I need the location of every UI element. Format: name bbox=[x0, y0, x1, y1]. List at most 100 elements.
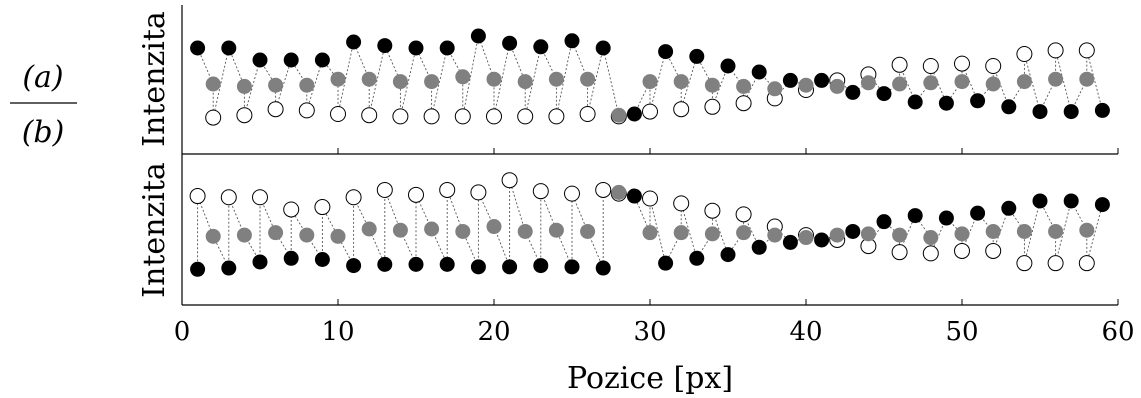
point-gray-filled-p1-14 bbox=[642, 225, 658, 241]
point-gray-filled-p1-10 bbox=[517, 223, 533, 239]
point-black-filled-p1-20 bbox=[814, 232, 830, 248]
point-white-open-p1-17 bbox=[704, 202, 721, 219]
point-black-filled-p1-22 bbox=[876, 214, 892, 230]
point-white-open-p1-7 bbox=[408, 186, 424, 203]
point-white-open-p1-26 bbox=[985, 242, 1002, 259]
point-black-filled-p1-8 bbox=[439, 256, 455, 272]
point-black-filled-p0-15 bbox=[658, 44, 674, 60]
point-gray-filled-p1-2 bbox=[268, 225, 284, 241]
point-white-open-p1-18 bbox=[735, 206, 752, 223]
point-white-open-p1-15 bbox=[642, 190, 658, 207]
point-black-filled-p1-2 bbox=[252, 254, 268, 270]
point-black-filled-p0-11 bbox=[533, 39, 549, 55]
point-gray-filled-p1-28 bbox=[1079, 222, 1095, 238]
point-white-open-p1-16 bbox=[673, 195, 690, 212]
point-white-open-p1-3 bbox=[283, 201, 300, 218]
point-gray-filled-p0-4 bbox=[330, 71, 346, 87]
x-tick-label-0: 0 bbox=[174, 317, 191, 347]
point-white-open-p0-10 bbox=[517, 108, 534, 125]
point-gray-filled-p0-12 bbox=[580, 71, 596, 87]
y-axis-label-bottom: Intenzita bbox=[137, 162, 172, 298]
point-black-filled-p1-27 bbox=[1032, 193, 1048, 209]
point-white-open-p1-25 bbox=[954, 242, 970, 259]
point-white-open-p0-28 bbox=[1078, 42, 1095, 59]
point-white-open-p0-15 bbox=[673, 101, 690, 118]
x-tick-label-40: 40 bbox=[789, 317, 822, 347]
point-white-open-p0-7 bbox=[423, 108, 440, 125]
point-gray-filled-p1-21 bbox=[860, 226, 876, 242]
point-gray-filled-p1-20 bbox=[829, 227, 845, 243]
point-black-filled-p1-18 bbox=[751, 239, 767, 255]
point-gray-filled-p0-18 bbox=[767, 81, 783, 97]
point-gray-filled-p0-7 bbox=[424, 74, 440, 90]
point-gray-filled-p1-6 bbox=[392, 222, 408, 238]
point-black-filled-p1-3 bbox=[283, 250, 299, 266]
point-black-filled-p1-1 bbox=[221, 260, 237, 276]
point-gray-filled-p0-6 bbox=[392, 74, 408, 90]
point-white-open-p0-24 bbox=[954, 55, 970, 72]
point-white-open-p0-1 bbox=[236, 107, 253, 124]
point-white-open-p0-26 bbox=[1016, 46, 1033, 62]
point-black-filled-p0-16 bbox=[689, 48, 705, 64]
point-black-filled-p0-8 bbox=[439, 40, 455, 56]
point-gray-filled-p0-24 bbox=[954, 74, 970, 90]
point-black-filled-p0-7 bbox=[408, 40, 424, 56]
point-black-filled-p0-28 bbox=[1063, 104, 1079, 120]
x-tick-label-50: 50 bbox=[945, 317, 978, 347]
point-black-filled-p0-24 bbox=[938, 95, 954, 111]
point-gray-filled-p1-7 bbox=[424, 221, 440, 237]
point-gray-filled-p1-25 bbox=[985, 223, 1001, 239]
point-gray-filled-p1-0 bbox=[205, 228, 221, 244]
point-gray-filled-p0-16 bbox=[704, 77, 720, 93]
point-black-filled-p1-29 bbox=[1094, 197, 1110, 213]
point-white-open-p0-17 bbox=[735, 95, 752, 112]
point-black-filled-p1-21 bbox=[845, 223, 861, 239]
point-gray-filled-p0-23 bbox=[923, 75, 939, 91]
point-gray-filled-p1-15 bbox=[673, 225, 689, 241]
point-black-filled-p0-14 bbox=[626, 106, 642, 122]
point-white-open-p1-2 bbox=[252, 189, 268, 206]
point-white-open-p1-0 bbox=[189, 188, 206, 205]
point-white-open-p0-22 bbox=[891, 56, 908, 73]
point-black-filled-p0-5 bbox=[346, 34, 362, 50]
point-white-open-p1-10 bbox=[501, 172, 518, 189]
point-black-filled-p1-28 bbox=[1063, 193, 1079, 209]
point-black-filled-p1-13 bbox=[595, 260, 611, 276]
point-gray-filled-p0-17 bbox=[736, 78, 752, 94]
point-gray-filled-p0-15 bbox=[673, 74, 689, 90]
point-gray-filled-p0-5 bbox=[361, 71, 377, 87]
point-white-open-p1-1 bbox=[220, 189, 237, 206]
point-gray-filled-p1-11 bbox=[548, 222, 564, 238]
y-axis-label-top: Intenzita bbox=[137, 11, 172, 147]
point-gray-filled-p0-10 bbox=[517, 74, 533, 90]
point-gray-filled-p1-18 bbox=[767, 227, 783, 243]
point-white-open-p0-9 bbox=[486, 108, 502, 125]
point-white-open-p0-2 bbox=[267, 101, 284, 118]
point-gray-filled-p1-26 bbox=[1016, 223, 1032, 239]
point-black-filled-p1-15 bbox=[658, 255, 674, 271]
point-black-filled-p1-0 bbox=[190, 261, 206, 277]
point-white-open-p1-27 bbox=[1016, 255, 1033, 272]
point-gray-filled-p0-25 bbox=[985, 76, 1001, 92]
point-black-filled-p0-26 bbox=[1001, 99, 1017, 115]
point-gray-filled-p0-1 bbox=[236, 78, 252, 94]
point-gray-filled-p0-19 bbox=[798, 77, 814, 93]
point-gray-filled-p1-13 bbox=[611, 184, 627, 200]
point-white-open-p0-25 bbox=[985, 58, 1002, 74]
x-tick-label-30: 30 bbox=[633, 317, 666, 347]
point-black-filled-p0-17 bbox=[720, 58, 736, 74]
point-black-filled-p0-0 bbox=[190, 40, 206, 56]
point-gray-filled-p0-8 bbox=[455, 69, 471, 85]
point-black-filled-p1-24 bbox=[938, 210, 954, 226]
point-black-filled-p1-19 bbox=[782, 234, 798, 250]
point-gray-filled-p1-17 bbox=[736, 225, 752, 241]
plot-panel-a bbox=[190, 28, 1110, 126]
point-black-filled-p0-20 bbox=[814, 72, 830, 88]
point-white-open-p1-8 bbox=[439, 181, 456, 198]
point-black-filled-p0-27 bbox=[1032, 104, 1048, 120]
x-tick-label-60: 60 bbox=[1101, 317, 1134, 347]
point-gray-filled-p0-22 bbox=[892, 76, 908, 92]
point-gray-filled-p0-9 bbox=[486, 71, 502, 87]
point-black-filled-p1-17 bbox=[720, 247, 736, 263]
point-black-filled-p0-12 bbox=[564, 33, 580, 49]
